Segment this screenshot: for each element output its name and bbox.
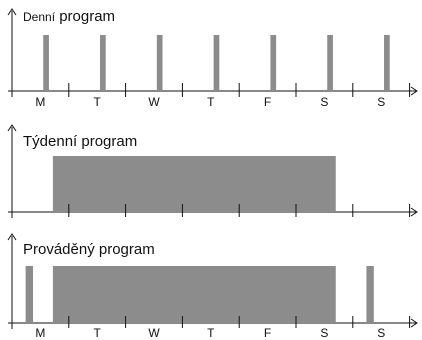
weekly-ticks [68,204,411,217]
executed-program-bar [25,266,34,323]
daily-ticks [68,83,411,97]
daily-program-bar [100,35,106,91]
executed-day-label: S [320,326,328,340]
executed-day-label: T [207,326,215,340]
daily-program-bar [327,35,333,91]
daily-day-label: T [94,95,102,109]
executed-bars [25,266,374,323]
daily-program-bar [213,35,220,91]
daily-day-label: F [264,95,271,109]
executed-title: Prováděný program [23,241,155,258]
weekly-bars [52,156,336,212]
executed-day-label: F [264,326,271,340]
daily-title: Denní program [23,8,115,25]
daily-bars [43,35,390,91]
executed-day-label: W [148,326,160,340]
daily-day-label: T [207,95,215,109]
daily-program-bar [384,35,390,91]
executed-ticks [68,316,411,328]
executed-day-label: T [94,326,102,340]
weekly-program-bar [52,156,336,212]
executed-y-arrow-icon [7,233,17,241]
executed-day-label: S [377,326,385,340]
daily-day-label: S [377,95,385,109]
weekly-title: Týdenní program [23,133,137,150]
panel-daily: Denní program M T W T F S S [7,8,418,109]
executed-program-bar [366,266,374,323]
daily-y-arrow-icon [7,8,17,16]
panel-weekly: Týdenní program [7,124,418,218]
daily-program-bar [156,35,163,91]
executed-x-arrow-icon [410,318,418,328]
daily-day-label: W [148,95,160,109]
daily-day-label: S [320,95,328,109]
daily-x-arrow-icon [410,86,418,96]
daily-program-bar [270,35,277,91]
daily-program-bar [43,35,49,91]
weekly-y-arrow-icon [7,124,17,132]
daily-day-label: M [35,95,45,109]
executed-program-bar [52,266,336,323]
panel-executed: Prováděný program M T W T F S S [7,233,418,340]
weekly-x-arrow-icon [410,207,418,217]
executed-day-label: M [35,326,45,340]
